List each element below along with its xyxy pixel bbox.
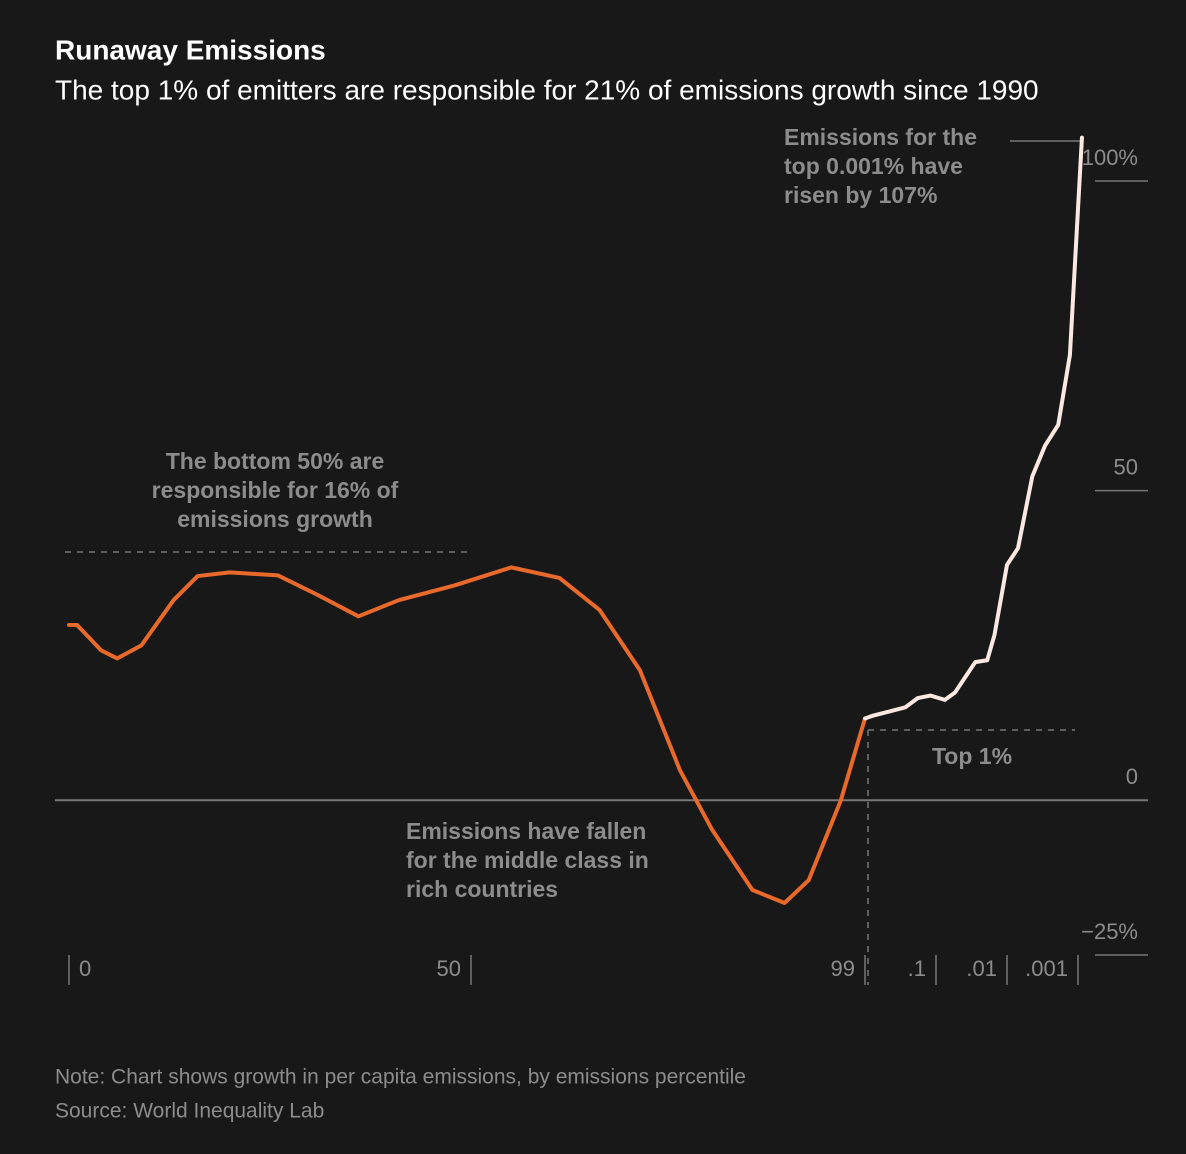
annotation: responsible for 16% of [152, 477, 399, 503]
y-tick-label: 50 [1114, 454, 1138, 479]
annotation: Top 1% [932, 743, 1012, 769]
x-tick-label: .1 [908, 956, 926, 981]
annotation: for the middle class in [406, 847, 649, 873]
data-line [67, 565, 867, 905]
data-line [863, 135, 1084, 721]
note: Note: Chart shows growth in per capita e… [55, 1066, 746, 1089]
y-tick-label: 0 [1126, 764, 1138, 789]
x-tick-label: 0 [79, 956, 91, 981]
x-tick-label: 50 [437, 956, 461, 981]
annotation: risen by 107% [784, 182, 937, 208]
x-tick-label: 99 [831, 956, 855, 981]
x-tick-label: .01 [966, 956, 997, 981]
x-tick-label: .001 [1025, 956, 1068, 981]
source: Source: World Inequality Lab [55, 1100, 324, 1123]
y-tick-label: −25% [1081, 919, 1138, 944]
y-tick-label: 100% [1082, 145, 1138, 170]
annotation: top 0.001% have [784, 153, 963, 179]
chart-subtitle: The top 1% of emitters are responsible f… [55, 74, 1039, 105]
annotation: Emissions have fallen [406, 818, 646, 844]
annotation: The bottom 50% are [166, 448, 385, 474]
annotation: Emissions for the [784, 124, 977, 150]
annotation: rich countries [406, 876, 558, 902]
chart-title: Runaway Emissions [55, 34, 326, 65]
annotation: emissions growth [177, 506, 373, 532]
